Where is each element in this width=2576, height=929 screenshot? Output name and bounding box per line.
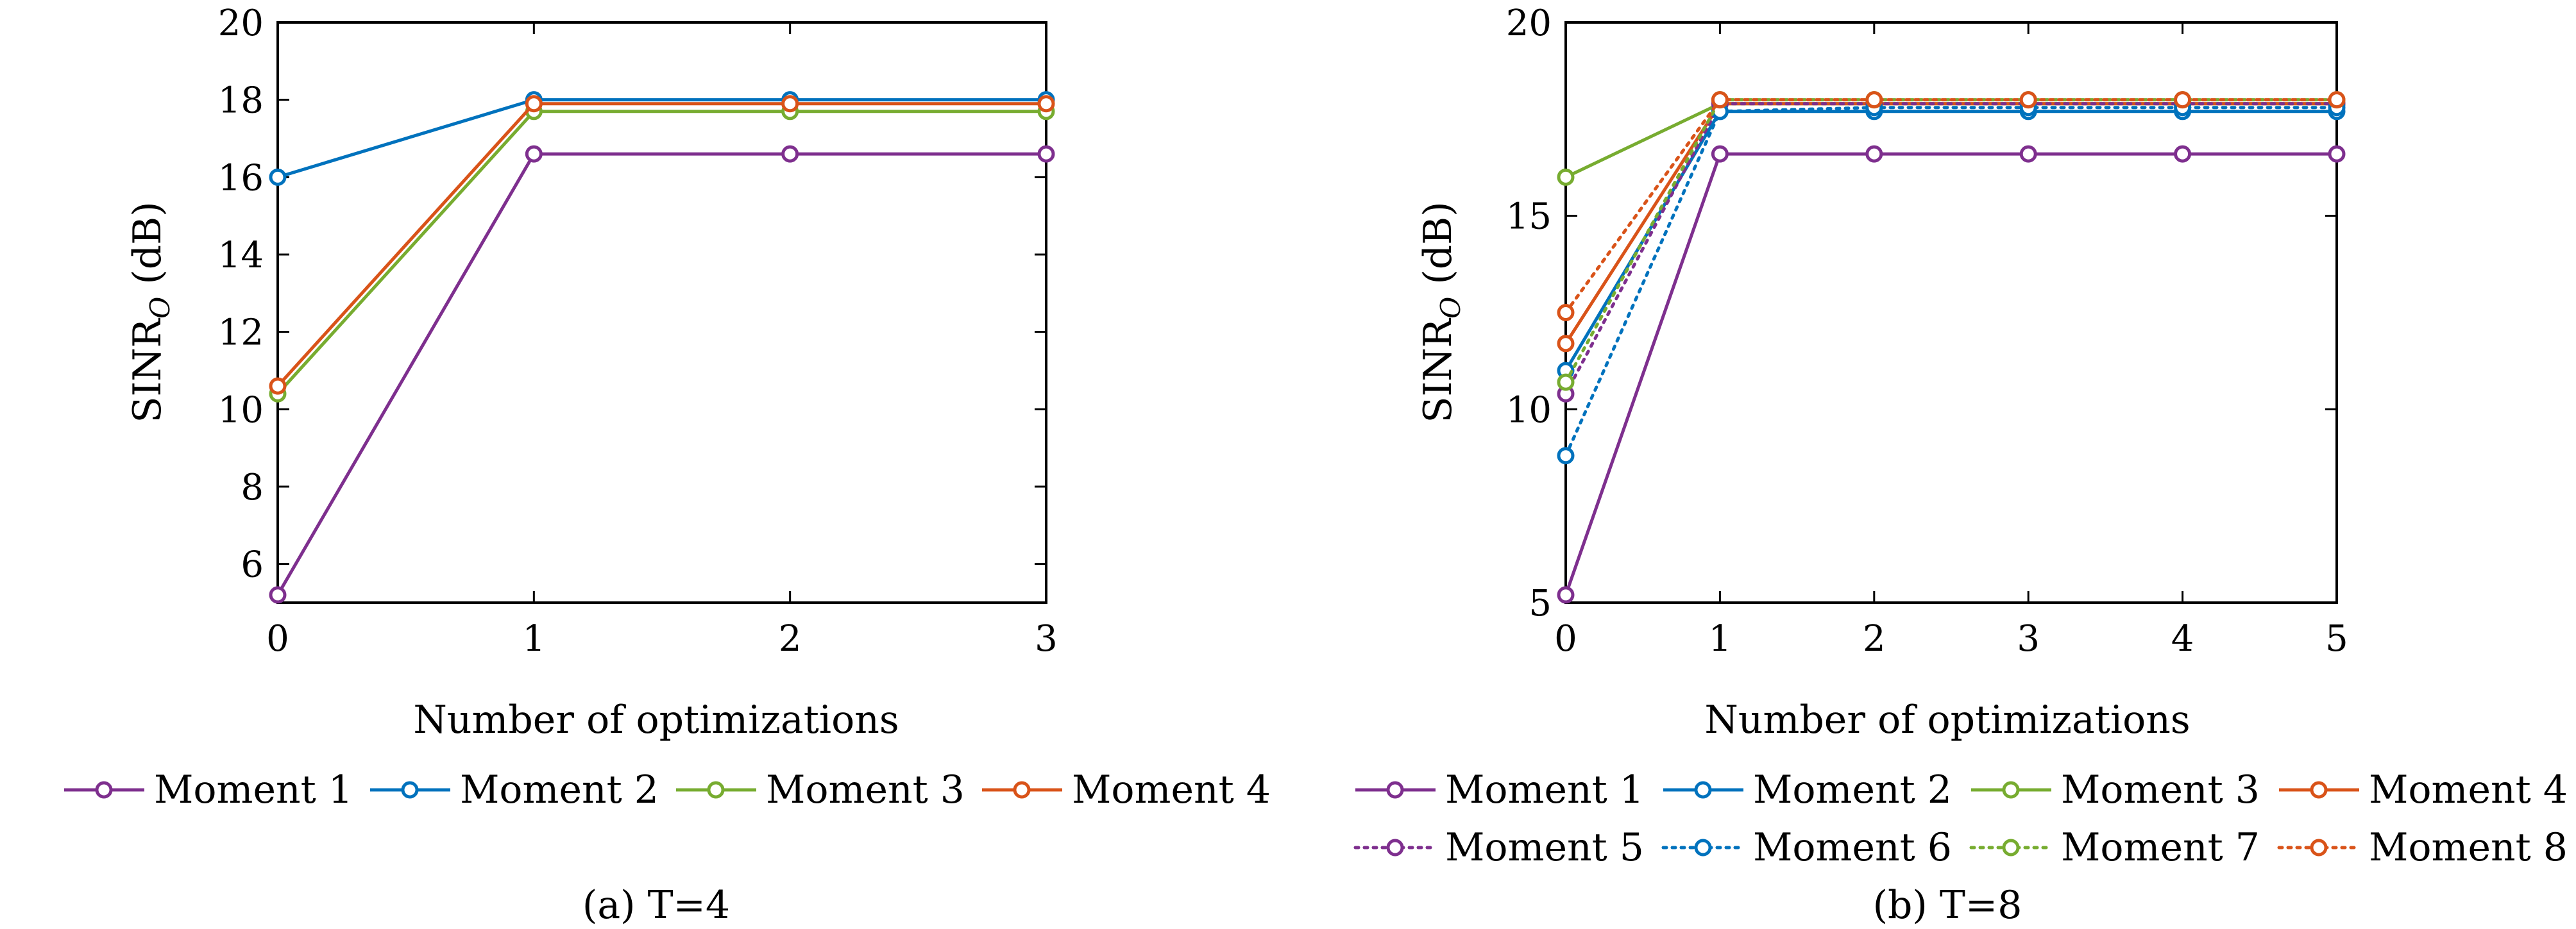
chart-b-plot-frame — [1564, 21, 2338, 604]
chart-a-xtick-label: 1 — [523, 618, 546, 660]
chart-a-caption: (a) T=4 — [582, 883, 730, 926]
chart-b-point-s1-x5 — [2328, 145, 2346, 163]
chart-b-legend-marker-1 — [1386, 781, 1404, 799]
chart-a-ytick-label: 10 — [218, 389, 264, 431]
chart-a-legend-label-2: Moment 2 — [460, 767, 659, 812]
chart-b-legend-marker-5 — [1386, 839, 1404, 857]
chart-b-ylabel-sub: O — [1435, 297, 1466, 319]
chart-b-xtick-label: 3 — [2017, 618, 2040, 660]
chart-a-series-line-4 — [276, 102, 1046, 387]
chart-b-ylabel-main: SINR — [1416, 317, 1461, 423]
chart-a-xtick-label: 3 — [1035, 618, 1058, 660]
chart-a-point-s4-x3 — [1037, 95, 1055, 113]
chart-b-point-s8-x3 — [2019, 91, 2037, 109]
chart-a-ylabel: SINRO (dB) — [125, 201, 176, 423]
chart-b-point-s8-x2 — [1865, 91, 1883, 109]
chart-b-legend-marker-4 — [2310, 781, 2328, 799]
chart-b-point-s1-x0 — [1557, 586, 1575, 604]
chart-a-point-s4-x1 — [525, 95, 543, 113]
chart-b-legend-marker-8 — [2310, 839, 2328, 857]
chart-a-point-s4-x0 — [269, 377, 287, 395]
chart-b-caption: (b) T=8 — [1873, 883, 2022, 926]
chart-b-xtick-label: 4 — [2171, 618, 2194, 660]
chart-a-legend-marker-3 — [707, 781, 725, 799]
chart-b-xtick-label: 5 — [2325, 618, 2348, 660]
chart-b-legend-label-7: Moment 7 — [2061, 825, 2260, 870]
chart-a-ylabel-unit: (dB) — [125, 201, 170, 296]
chart-b-legend-label-1: Moment 1 — [1445, 767, 1644, 812]
chart-b-xlabel: Number of optimizations — [1704, 698, 2190, 742]
chart-b-ytick-label: 5 — [1529, 583, 1552, 624]
chart-b-ytick-label: 20 — [1506, 3, 1552, 44]
chart-b-ytick-label: 10 — [1506, 389, 1552, 431]
chart-a-ytick-label: 14 — [218, 235, 264, 276]
chart-a-series-line-1 — [276, 152, 1046, 596]
chart-a-ytick-label: 6 — [241, 544, 264, 586]
chart-b-legend-label-3: Moment 3 — [2061, 767, 2260, 812]
chart-a-ytick-label: 8 — [241, 467, 264, 508]
chart-b-legend-label-4: Moment 4 — [2369, 767, 2568, 812]
chart-b-point-s8-x4 — [2174, 91, 2192, 109]
chart-b-legend-marker-7 — [2002, 839, 2020, 857]
chart-a-ytick-label: 20 — [218, 3, 264, 44]
chart-a-xtick-label: 0 — [266, 618, 289, 660]
chart-a-legend-marker-4 — [1013, 781, 1031, 799]
chart-b-xtick-label: 2 — [1863, 618, 1886, 660]
chart-a-point-s1-x3 — [1037, 145, 1055, 163]
chart-a-series-line-3 — [276, 110, 1046, 395]
chart-b-point-s8-x0 — [1557, 304, 1575, 321]
chart-b-point-s4-x0 — [1557, 335, 1575, 353]
chart-panel-b: SINRO (dB) Number of optimizations (b) T… — [1353, 3, 2568, 928]
chart-b-point-s1-x3 — [2019, 145, 2037, 163]
chart-b-series-line-7 — [1564, 98, 2339, 384]
chart-a-ytick-label: 12 — [218, 312, 264, 354]
chart-b-legend-marker-3 — [2002, 781, 2020, 799]
chart-a-ylabel-sub: O — [144, 297, 176, 319]
chart-b-point-s1-x1 — [1711, 145, 1729, 163]
chart-b-legend-marker-2 — [1694, 781, 1712, 799]
chart-b-series-line-4 — [1564, 102, 2337, 345]
chart-a-point-s1-x2 — [781, 145, 799, 163]
chart-panel-a: SINRO (dB) Number of optimizations (a) T… — [64, 3, 1271, 928]
chart-a-legend-label-4: Moment 4 — [1072, 767, 1271, 812]
chart-b-legend-label-2: Moment 2 — [1753, 767, 1952, 812]
chart-b-point-s3-x0 — [1557, 168, 1575, 186]
chart-b-ytick-label: 15 — [1506, 196, 1552, 238]
chart-b-xtick-label: 0 — [1554, 618, 1577, 660]
chart-b-point-s6-x0 — [1557, 447, 1575, 465]
chart-b-legend-label-6: Moment 6 — [1753, 825, 1952, 870]
chart-a-ytick-label: 18 — [218, 80, 264, 122]
chart-b-series-line-5 — [1564, 102, 2339, 396]
chart-b-point-s8-x5 — [2328, 91, 2346, 109]
chart-a-point-s1-x1 — [525, 145, 543, 163]
chart-a-legend-label-3: Moment 3 — [766, 767, 965, 812]
chart-b-series-line-1 — [1564, 152, 2337, 596]
chart-b-point-s1-x4 — [2174, 145, 2192, 163]
chart-b-point-s8-x1 — [1711, 91, 1729, 109]
chart-a-legend-marker-1 — [95, 781, 113, 799]
chart-b-point-s7-x0 — [1557, 373, 1575, 391]
chart-a-point-s2-x0 — [269, 168, 287, 186]
chart-b-legend-label-5: Moment 5 — [1445, 825, 1644, 870]
chart-a-xlabel: Number of optimizations — [413, 698, 899, 742]
chart-a-series-line-2 — [277, 98, 1046, 179]
chart-b-point-s1-x2 — [1865, 145, 1883, 163]
chart-a-legend-label-1: Moment 1 — [154, 767, 353, 812]
chart-a-ytick-label: 16 — [218, 157, 264, 199]
chart-b-series-line-6 — [1564, 106, 2339, 458]
chart-a-legend-marker-2 — [401, 781, 419, 799]
chart-b-xtick-label: 1 — [1709, 618, 1732, 660]
chart-a-ylabel-main: SINR — [125, 317, 170, 423]
chart-a-plot-frame — [276, 21, 1047, 604]
chart-b-series-line-8 — [1564, 98, 2339, 314]
chart-b-ylabel-unit: (dB) — [1416, 201, 1461, 296]
chart-b-legend-label-8: Moment 8 — [2369, 825, 2568, 870]
chart-a-xtick-label: 2 — [779, 618, 802, 660]
chart-b-legend-marker-6 — [1694, 839, 1712, 857]
chart-b-ylabel: SINRO (dB) — [1416, 201, 1466, 423]
chart-a-point-s1-x0 — [269, 586, 287, 604]
chart-a-point-s4-x2 — [781, 95, 799, 113]
